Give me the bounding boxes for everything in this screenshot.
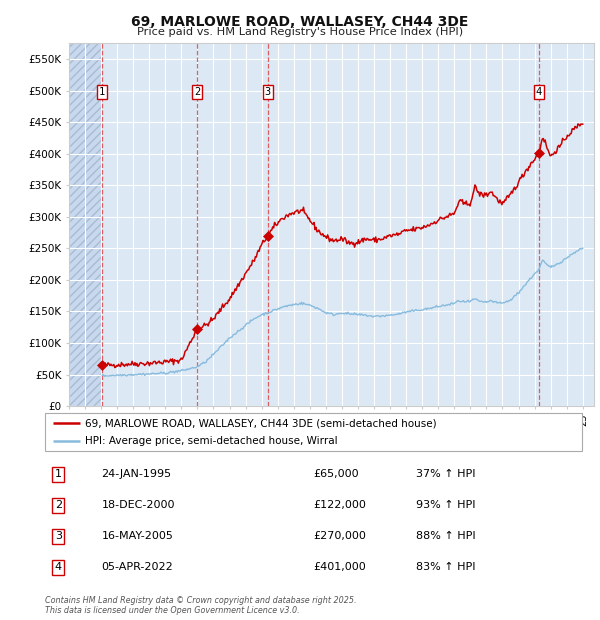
Text: HPI: Average price, semi-detached house, Wirral: HPI: Average price, semi-detached house,… bbox=[85, 436, 338, 446]
Text: 1: 1 bbox=[99, 87, 106, 97]
Text: 16-MAY-2005: 16-MAY-2005 bbox=[101, 531, 173, 541]
Text: 2: 2 bbox=[55, 500, 62, 510]
Text: 05-APR-2022: 05-APR-2022 bbox=[101, 562, 173, 572]
Text: 37% ↑ HPI: 37% ↑ HPI bbox=[416, 469, 475, 479]
Text: 1: 1 bbox=[55, 469, 62, 479]
Text: 24-JAN-1995: 24-JAN-1995 bbox=[101, 469, 172, 479]
Text: 93% ↑ HPI: 93% ↑ HPI bbox=[416, 500, 475, 510]
Text: 4: 4 bbox=[55, 562, 62, 572]
Text: 4: 4 bbox=[536, 87, 542, 97]
Text: 2: 2 bbox=[194, 87, 200, 97]
Text: £65,000: £65,000 bbox=[314, 469, 359, 479]
Text: 3: 3 bbox=[265, 87, 271, 97]
Text: £270,000: £270,000 bbox=[314, 531, 367, 541]
Text: 88% ↑ HPI: 88% ↑ HPI bbox=[416, 531, 475, 541]
Text: £122,000: £122,000 bbox=[314, 500, 367, 510]
Text: 3: 3 bbox=[55, 531, 62, 541]
Text: 18-DEC-2000: 18-DEC-2000 bbox=[101, 500, 175, 510]
Text: 69, MARLOWE ROAD, WALLASEY, CH44 3DE: 69, MARLOWE ROAD, WALLASEY, CH44 3DE bbox=[131, 16, 469, 30]
Text: £401,000: £401,000 bbox=[314, 562, 366, 572]
FancyBboxPatch shape bbox=[45, 413, 582, 451]
Text: Contains HM Land Registry data © Crown copyright and database right 2025.
This d: Contains HM Land Registry data © Crown c… bbox=[45, 596, 356, 615]
Text: 83% ↑ HPI: 83% ↑ HPI bbox=[416, 562, 475, 572]
Text: Price paid vs. HM Land Registry's House Price Index (HPI): Price paid vs. HM Land Registry's House … bbox=[137, 27, 463, 37]
Text: 69, MARLOWE ROAD, WALLASEY, CH44 3DE (semi-detached house): 69, MARLOWE ROAD, WALLASEY, CH44 3DE (se… bbox=[85, 418, 437, 428]
Bar bbox=[69, 43, 102, 406]
